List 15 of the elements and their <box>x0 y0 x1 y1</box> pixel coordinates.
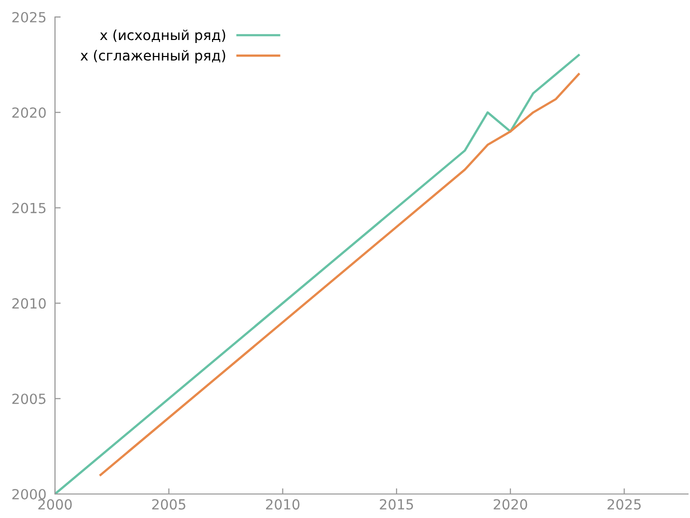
y-tick-label: 2020 <box>12 107 46 118</box>
x-tick-label: 2015 <box>380 499 414 510</box>
y-tick-label: 2015 <box>12 202 46 214</box>
line-series <box>99 73 580 476</box>
y-tick-label: 2025 <box>12 12 46 22</box>
x-tick-label: 2010 <box>266 499 300 510</box>
x-tick-label: 2005 <box>152 499 186 510</box>
x-tick-label: 2020 <box>494 499 528 510</box>
legend-label: x (исходный ряд) <box>100 30 226 43</box>
x-tick-label: 2000 <box>38 499 72 510</box>
y-tick-label: 2005 <box>12 394 46 404</box>
x-tick-label: 2025 <box>608 499 641 510</box>
y-tick-label: 2000 <box>12 488 46 500</box>
y-tick-label: 2010 <box>12 298 46 309</box>
legend-label: x (сглаженный ряд) <box>80 50 226 64</box>
